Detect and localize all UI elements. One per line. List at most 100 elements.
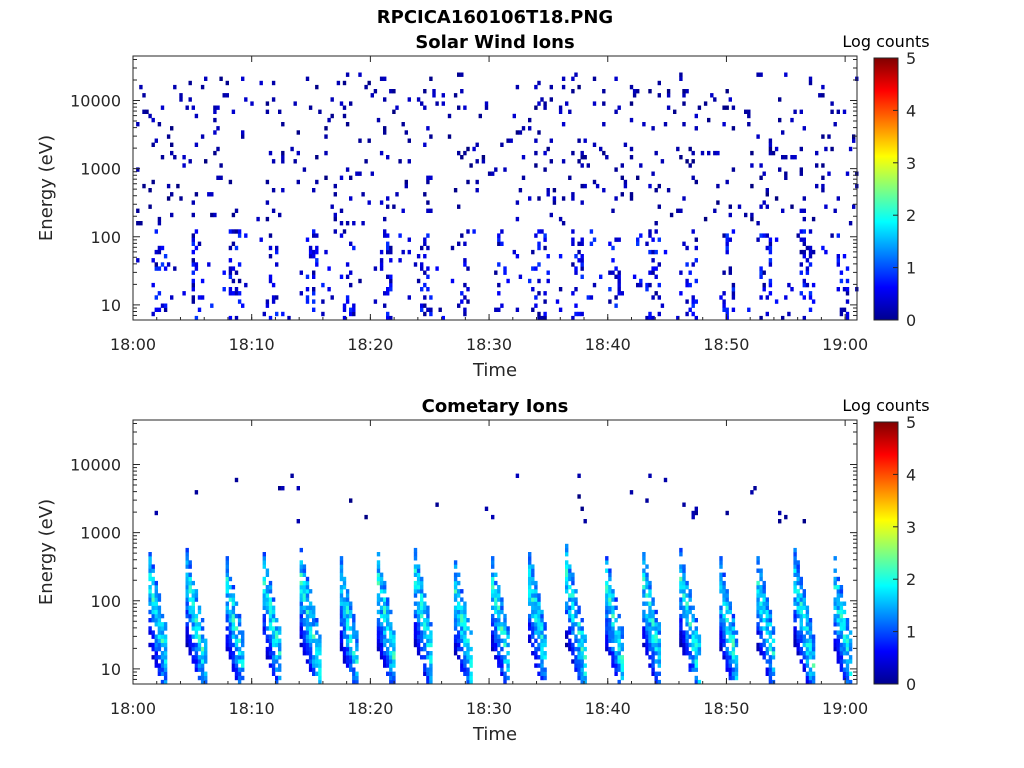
heatmap-cell: [148, 597, 152, 602]
heatmap-cell: [315, 630, 319, 635]
heatmap-cell: [207, 192, 211, 197]
heatmap-cell: [466, 179, 470, 185]
heatmap-cell: [432, 93, 436, 98]
heatmap-cell: [398, 233, 402, 238]
heatmap-cell: [349, 655, 353, 660]
heatmap-cell: [571, 291, 575, 296]
heatmap-cell: [389, 626, 393, 631]
heatmap-cell: [580, 155, 584, 160]
heatmap-cell: [225, 560, 229, 565]
heatmap-cell: [469, 671, 473, 676]
heatmap-cell: [188, 572, 192, 577]
heatmap-cell: [491, 556, 495, 561]
heatmap-cell: [734, 667, 739, 672]
heatmap-cell: [611, 270, 615, 275]
heatmap-cell: [389, 282, 393, 288]
heatmap-cell: [571, 89, 575, 94]
heatmap-cell: [605, 597, 609, 602]
heatmap-cell: [318, 634, 322, 639]
heatmap-cell: [568, 609, 572, 615]
heatmap-cell: [265, 609, 270, 615]
heatmap-cell: [750, 183, 754, 189]
heatmap-cell: [577, 655, 581, 660]
heatmap-cell: [339, 572, 344, 577]
heatmap-cell: [234, 626, 239, 631]
heatmap-cell: [685, 646, 689, 652]
heatmap-cell: [219, 175, 223, 180]
heatmap-cell: [534, 618, 538, 623]
heatmap-cell: [574, 634, 578, 639]
heatmap-cell: [580, 241, 584, 246]
heatmap-cell: [349, 175, 353, 180]
heatmap-cell: [685, 618, 689, 623]
heatmap-cell: [349, 626, 353, 631]
heatmap-cell: [494, 601, 498, 606]
heatmap-cell: [185, 601, 189, 606]
heatmap-cell: [426, 175, 430, 180]
heatmap-cell: [460, 155, 464, 160]
heatmap-cell: [620, 663, 624, 668]
heatmap-cell: [685, 262, 689, 267]
heatmap-cell: [608, 589, 612, 594]
heatmap-cell: [799, 237, 803, 242]
heatmap-cell: [494, 270, 498, 275]
heatmap-cell: [802, 295, 806, 300]
heatmap-cell: [645, 593, 649, 598]
heatmap-cell: [318, 679, 322, 685]
heatmap-cell: [429, 307, 433, 312]
heatmap-cell: [398, 159, 402, 164]
heatmap-cell: [460, 72, 464, 77]
heatmap-cell: [651, 655, 655, 660]
heatmap-cell: [648, 630, 652, 635]
heatmap-cell: [185, 589, 189, 594]
heatmap-cell: [691, 175, 695, 180]
heatmap-cell: [463, 626, 467, 631]
heatmap-cell: [265, 601, 270, 606]
heatmap-cell: [392, 89, 396, 94]
heatmap-cell: [645, 241, 649, 246]
heatmap-cell: [614, 76, 618, 81]
heatmap-cell: [305, 659, 310, 664]
heatmap-cell: [531, 630, 535, 635]
heatmap-cell: [759, 593, 763, 598]
heatmap-cell: [487, 171, 492, 176]
heatmap-cell: [497, 634, 501, 639]
heatmap-cell: [648, 282, 652, 288]
heatmap-cell: [531, 589, 535, 594]
heatmap-cell: [191, 295, 195, 300]
heatmap-cell: [154, 589, 158, 594]
heatmap-cell: [512, 249, 516, 255]
heatmap-cell: [364, 514, 368, 520]
heatmap-cell: [774, 237, 779, 242]
heatmap-cell: [231, 593, 236, 598]
heatmap-cell: [460, 659, 464, 664]
heatmap-cell: [574, 663, 578, 668]
heatmap-cell: [577, 642, 581, 648]
heatmap-cell: [787, 311, 791, 317]
heatmap-cell: [620, 175, 624, 180]
heatmap-cell: [157, 667, 162, 672]
heatmap-cell: [506, 663, 510, 668]
heatmap-cell: [546, 188, 550, 193]
heatmap-cell: [561, 76, 566, 81]
heatmap-cell: [839, 663, 844, 668]
heatmap-cell: [679, 585, 683, 590]
heatmap-cell: [163, 659, 168, 664]
heatmap-cell: [460, 634, 464, 639]
heatmap-cell: [811, 646, 816, 652]
heatmap-cell: [824, 146, 828, 152]
heatmap-cell: [565, 634, 569, 639]
heatmap-cell: [805, 659, 810, 664]
heatmap-cell: [654, 675, 658, 681]
heatmap-cell: [765, 671, 769, 676]
heatmap-cell: [191, 233, 195, 238]
heatmap-cell: [386, 249, 390, 255]
heatmap-cell: [796, 580, 800, 586]
heatmap-cell: [811, 679, 816, 685]
heatmap-cell: [839, 646, 844, 652]
heatmap-cell: [697, 642, 702, 648]
heatmap-cell: [457, 618, 461, 623]
heatmap-cell: [611, 589, 615, 594]
heatmap-cell: [811, 638, 816, 643]
heatmap-cell: [358, 171, 362, 176]
